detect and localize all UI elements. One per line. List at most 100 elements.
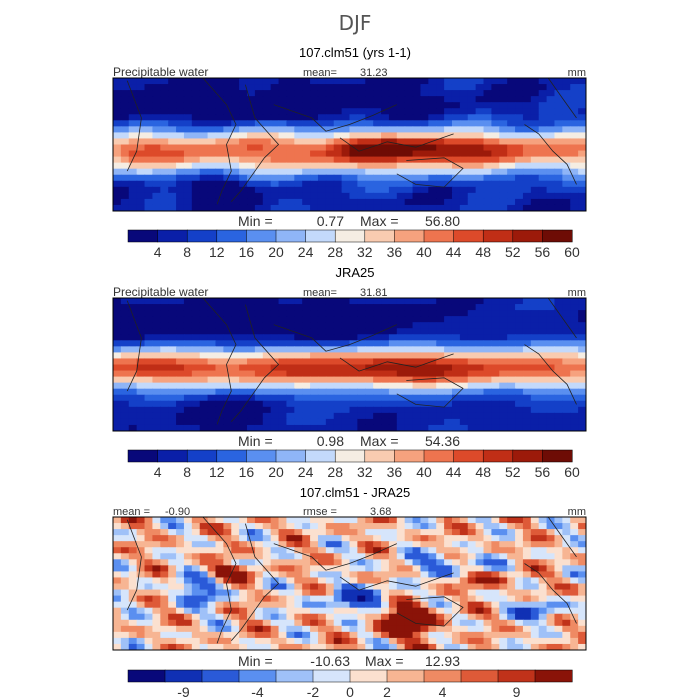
colorbar-swatch bbox=[164, 669, 203, 683]
field-cell bbox=[396, 138, 406, 146]
colorbar-tick-label: 16 bbox=[239, 464, 255, 480]
field-cell bbox=[420, 589, 429, 597]
field-cell bbox=[349, 541, 358, 548]
field-cell bbox=[278, 84, 288, 91]
field-cell bbox=[120, 328, 130, 335]
field-cell bbox=[144, 150, 154, 158]
field-cell bbox=[215, 382, 224, 390]
field-cell bbox=[349, 418, 358, 426]
field-cell bbox=[310, 418, 319, 426]
field-cell bbox=[160, 102, 169, 109]
field-cell bbox=[144, 595, 154, 603]
field-cell bbox=[483, 358, 492, 366]
field-cell bbox=[562, 114, 571, 121]
field-cell bbox=[412, 168, 422, 176]
colorbar-tick-label: 2 bbox=[383, 684, 391, 700]
field-cell bbox=[128, 376, 138, 384]
field-cell bbox=[262, 108, 272, 115]
coastline bbox=[126, 80, 142, 172]
field-cell bbox=[152, 328, 161, 335]
field-cell bbox=[223, 144, 232, 152]
field-cell bbox=[451, 310, 461, 317]
field-cell bbox=[310, 162, 319, 170]
field-cell bbox=[444, 370, 453, 378]
field-cell bbox=[231, 138, 240, 146]
field-cell bbox=[428, 316, 437, 323]
field-cell bbox=[278, 376, 288, 384]
field-cell bbox=[254, 138, 264, 146]
field-cell bbox=[168, 589, 177, 597]
field-cell bbox=[128, 192, 138, 200]
field-cell bbox=[199, 541, 209, 548]
field-cell bbox=[152, 168, 161, 176]
field-cell bbox=[538, 589, 548, 597]
field-cell bbox=[522, 517, 532, 524]
field-cell bbox=[223, 352, 232, 360]
field-cell bbox=[168, 601, 177, 609]
field-cell bbox=[215, 322, 224, 329]
field-cell bbox=[286, 376, 295, 384]
field-cell bbox=[515, 322, 524, 329]
field-cell bbox=[191, 358, 201, 366]
field-cell bbox=[152, 418, 161, 426]
field-cell bbox=[239, 126, 248, 134]
field-cell bbox=[373, 643, 382, 650]
field-cell bbox=[294, 316, 303, 323]
field-cell bbox=[499, 625, 508, 633]
field-cell bbox=[459, 120, 469, 127]
field-cell bbox=[191, 370, 201, 378]
field-cell bbox=[168, 334, 177, 341]
field-cell bbox=[231, 625, 240, 633]
field-cell bbox=[554, 132, 563, 140]
field-cell bbox=[530, 613, 540, 621]
field-cell bbox=[207, 601, 217, 609]
field-cell bbox=[215, 310, 224, 317]
field-cell bbox=[357, 571, 366, 579]
field-cell bbox=[302, 619, 311, 627]
field-cell bbox=[381, 406, 390, 414]
field-cell bbox=[459, 162, 469, 170]
field-cell bbox=[562, 619, 571, 627]
colorbar: -9 -4 -2 0 2 4 9 bbox=[127, 669, 573, 700]
field-cell bbox=[286, 352, 295, 360]
field-cell bbox=[286, 394, 295, 402]
field-cell bbox=[262, 577, 272, 585]
field-cell bbox=[428, 424, 437, 431]
field-cell bbox=[215, 168, 224, 176]
field-cell bbox=[554, 340, 563, 347]
field-cell bbox=[522, 424, 532, 431]
field-cell bbox=[483, 304, 492, 311]
field-cell bbox=[262, 370, 272, 378]
field-cell bbox=[491, 96, 500, 103]
field-cell bbox=[507, 583, 516, 591]
field-cell bbox=[152, 90, 161, 97]
field-cell bbox=[310, 583, 319, 591]
field-cell bbox=[341, 541, 351, 548]
field-cell bbox=[475, 352, 485, 360]
field-cell bbox=[325, 637, 335, 645]
field-cell bbox=[428, 150, 437, 158]
field-cell bbox=[199, 180, 209, 188]
field-cell bbox=[404, 529, 414, 536]
field-cell bbox=[183, 412, 193, 420]
field-cell bbox=[554, 304, 563, 311]
field-cell bbox=[522, 180, 532, 188]
field-cell bbox=[317, 613, 327, 621]
field-cell bbox=[530, 388, 540, 396]
field-cell bbox=[294, 186, 303, 194]
field-cell bbox=[420, 168, 429, 176]
field-cell bbox=[412, 132, 422, 140]
field-cell bbox=[113, 322, 122, 329]
field-cell bbox=[396, 114, 406, 121]
field-cell bbox=[302, 322, 311, 329]
field-cell bbox=[333, 613, 343, 621]
field-cell bbox=[365, 382, 374, 390]
field-cell bbox=[223, 607, 232, 615]
field-cell bbox=[412, 90, 422, 97]
field-cell bbox=[444, 322, 453, 329]
field-cell bbox=[183, 352, 193, 360]
field-cell bbox=[491, 589, 500, 597]
field-cell bbox=[412, 394, 422, 402]
colorbar-swatch bbox=[534, 669, 573, 683]
field-cell bbox=[341, 352, 351, 360]
